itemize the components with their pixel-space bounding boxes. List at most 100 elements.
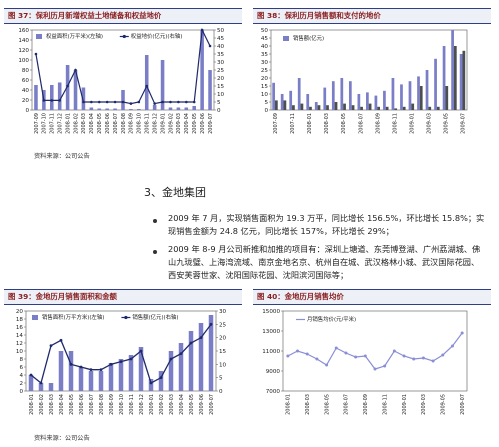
fig37-xtick-label: 2008-10	[137, 113, 143, 134]
fig37-point	[105, 100, 109, 104]
fig38-bar	[368, 103, 372, 110]
fig39-ytick-right-label: 25	[219, 322, 227, 328]
fig39-bar	[28, 375, 34, 391]
fig37-point	[192, 100, 196, 104]
figure-37: 图 37：保利历月新增权益土地储备和权益地价 0 20 40 60 80 100 120 14…	[4, 8, 242, 148]
fig38-bar	[374, 95, 378, 110]
fig39-legend-label: 销售额(亿元)(右轴)	[132, 313, 178, 321]
fig37-ytick-label: 100	[18, 58, 29, 64]
figure-38-title: 图 38：保利历月销售额和支付的地价	[257, 11, 381, 20]
fig37-ytick-label: 20	[22, 98, 30, 104]
fig37-xtick-label: 2007-10	[42, 113, 48, 134]
fig39-xtick-label: 2008-12	[139, 394, 145, 415]
fig40-point	[402, 354, 406, 358]
fig37-bar	[152, 105, 157, 110]
fig38-bar	[425, 70, 429, 110]
fig40-point	[431, 359, 435, 363]
fig37-ytick-label: 0	[25, 108, 29, 114]
fig38-bar	[289, 90, 293, 110]
fig37-ytick-right-label: 35	[217, 52, 225, 58]
fig39-bar	[208, 315, 214, 391]
fig37-point	[34, 52, 38, 56]
fig37-xtick-label: 2007-12	[57, 113, 63, 134]
fig37-point	[113, 100, 117, 104]
fig37-point	[121, 100, 125, 104]
fig37-xtick-label: 2009-05	[192, 113, 198, 134]
fig39-xtick-label: 2008-05	[69, 394, 75, 415]
fig38-bar	[451, 30, 454, 110]
fig38-bar	[442, 46, 446, 110]
fig39-xtick-label: 2009-07	[209, 394, 215, 415]
fig38-bar	[357, 94, 361, 110]
fig38-bar	[394, 108, 398, 110]
fig39-bar	[128, 355, 134, 391]
fig38-bar	[351, 105, 355, 110]
fig39-ytick-label: 14	[16, 333, 24, 339]
fig39-point	[159, 376, 163, 380]
fig38-bar	[402, 106, 406, 110]
fig38-bar	[417, 76, 420, 110]
fig37-ytick-right-label: 30	[217, 60, 225, 66]
fig37-legend-marker	[122, 34, 126, 39]
bullet-2	[153, 250, 157, 254]
plot-frame	[282, 310, 468, 392]
fig38-ytick-label: 35	[261, 52, 269, 58]
figure-37-title: 图 37：保利历月新增权益土地储备和权益地价	[8, 11, 162, 20]
fig37-bar	[176, 107, 181, 110]
fig40-xtick-label: 2009-07	[460, 394, 466, 415]
fig40-xtick-label: 2009-03	[421, 394, 427, 415]
fig39-bar	[78, 367, 84, 391]
fig40-point	[392, 349, 396, 353]
fig39-legend-label: 销售面积(万平方米)(左轴)	[42, 313, 104, 321]
fig40-point	[286, 354, 290, 358]
fig38-bar	[453, 46, 457, 110]
fig37-xtick-label: 2007-09	[34, 113, 40, 134]
fig38-bar	[411, 103, 415, 110]
fig37-point	[161, 100, 164, 104]
fig37-ytick-label: 80	[22, 68, 30, 74]
fig39-bar	[158, 371, 164, 391]
fig40-ytick-label: 9000	[266, 369, 281, 375]
fig39-point	[139, 349, 143, 353]
fig39-xtick-label: 2008-04	[59, 394, 65, 415]
fig37-xtick-label: 2008-05	[97, 113, 103, 134]
fig39-bar	[98, 371, 104, 391]
fig38-bar	[445, 86, 449, 110]
fig40-point	[373, 367, 377, 371]
fig38-ytick-label: 0	[264, 108, 268, 114]
fig37-ytick-right-label: 40	[217, 44, 225, 50]
fig37-xtick-label: 2008-01	[65, 113, 71, 134]
fig38-bar	[360, 106, 363, 110]
fig38-bar	[343, 103, 346, 110]
fig38-xtick-label: 2009-03	[426, 113, 432, 134]
figure-38: 图 38：保利历月销售额和支付的地价 0 5 10 15 20 25 30 35 40 45 50 销…	[253, 8, 491, 148]
fig40-point	[383, 364, 387, 368]
fig40-line	[287, 332, 463, 370]
fig38-xtick-label: 2008-01	[307, 113, 313, 134]
fig39-ytick-label: 4	[19, 373, 23, 379]
fig38-xtick-label: 2008-03	[324, 113, 330, 134]
fig37-point	[177, 100, 180, 104]
fig40-point	[296, 349, 300, 353]
fig37-xtick-label: 2008-12	[152, 113, 158, 134]
fig39-xtick-label: 2009-03	[169, 394, 175, 415]
fig38-xtick-label: 2007-11	[290, 113, 296, 134]
fig38-bar	[408, 81, 412, 110]
fig40-ytick-label: 15000	[262, 309, 280, 315]
section-paragraph-2: 2009 年 8-9 月公司新推和加推的项目有：深圳上塘道、东莞博登湖、广州荔湖…	[168, 244, 481, 280]
bullet-1	[153, 219, 157, 223]
fig39-xtick-label: 2008-03	[49, 394, 55, 415]
figure-37-chart: 0 20 40 60 80 100 120 140 160 0 5 10 15 20 25 30 35 40 45 5…	[18, 27, 225, 134]
figure-39-chart: 0 2 4 6 8 10 12 14 16 18 20 0 5 10 15 20 25 30 销售面积(万平方米)(…	[16, 309, 227, 415]
fig40-point	[460, 331, 464, 335]
fig38-ytick-label: 45	[261, 36, 269, 42]
fig38-bar	[314, 102, 318, 110]
figure-40-chart: 7000 9000 11000 13000 15000 月销售均价(元/平米) 2008-0…	[262, 309, 468, 415]
fig37-point	[169, 100, 172, 104]
fig39-xtick-label: 2008-01	[29, 394, 35, 415]
fig37-point	[129, 102, 133, 105]
fig39-xtick-label: 2008-08	[99, 394, 105, 415]
fig37-bar	[89, 107, 94, 110]
fig39-ytick-right-label: 5	[219, 376, 223, 382]
fig37-point	[200, 28, 204, 32]
